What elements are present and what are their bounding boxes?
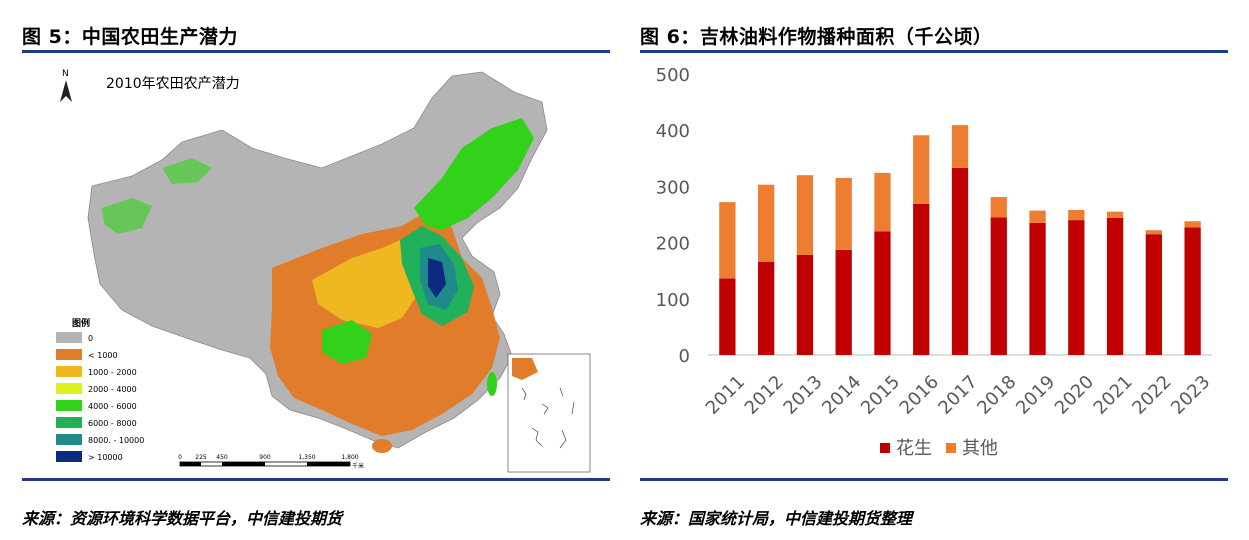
bottom-rule bbox=[640, 478, 1228, 481]
legend-swatch bbox=[56, 366, 82, 377]
x-tick-label: 2022 bbox=[1128, 371, 1175, 418]
china-map-figure: N 2010年农田农产潜力 图例 bbox=[22, 58, 610, 474]
scale-label: 1,800 bbox=[341, 454, 358, 461]
x-tick-label: 2018 bbox=[973, 371, 1020, 418]
figure-6-source: 来源：国家统计局，中信建投期货整理 bbox=[640, 509, 913, 528]
north-arrow-icon: N bbox=[60, 69, 72, 102]
scale-bar: 千米 0 225 450 900 1,350 1,800 bbox=[178, 454, 364, 470]
x-tick-label: 2015 bbox=[857, 371, 904, 418]
legend-swatch bbox=[56, 332, 82, 343]
bar-other-2019 bbox=[1029, 210, 1046, 223]
x-tick-label: 2014 bbox=[818, 371, 865, 418]
y-tick-label: 100 bbox=[656, 290, 690, 311]
x-tick-label: 2020 bbox=[1051, 371, 1098, 418]
bar-other-2017 bbox=[951, 125, 969, 168]
x-tick-label: 2016 bbox=[896, 371, 943, 418]
bottom-rule bbox=[22, 478, 610, 481]
scale-label: 0 bbox=[178, 454, 182, 461]
map-svg: N 2010年农田农产潜力 图例 bbox=[56, 69, 591, 473]
legend-label: 6000 - 8000 bbox=[88, 419, 137, 428]
legend-label: 4000 - 6000 bbox=[88, 402, 137, 411]
bar-chart-svg: 0 100 200 300 400 500 201120122013201420152016… bbox=[656, 65, 1215, 459]
legend-swatch bbox=[880, 443, 890, 453]
y-tick-label: 200 bbox=[656, 234, 690, 255]
figure-5-title: 图 5：中国农田生产潜力 bbox=[22, 26, 238, 48]
x-tick-label: 2019 bbox=[1012, 371, 1059, 418]
scale-label: 1,350 bbox=[298, 454, 315, 461]
figure-6-title: 图 6：吉林油料作物播种面积（千公顷） bbox=[640, 26, 993, 48]
legend-swatch bbox=[56, 400, 82, 411]
legend-swatch bbox=[56, 383, 82, 394]
chart-legend: 花生 其他 bbox=[880, 438, 998, 459]
legend-swatch bbox=[56, 349, 82, 360]
top-rule bbox=[640, 50, 1228, 53]
legend-label: 花生 bbox=[896, 438, 932, 459]
legend-label: < 1000 bbox=[88, 351, 118, 360]
bar-peanut-2016 bbox=[913, 203, 930, 355]
scale-label: 225 bbox=[195, 454, 207, 461]
legend-label: > 10000 bbox=[88, 453, 123, 462]
x-tick-label: 2017 bbox=[934, 371, 981, 418]
bar-other-2018 bbox=[990, 197, 1007, 218]
oilseed-area-chart: 0 100 200 300 400 500 2011 2012 2013 2014 2015 2016… bbox=[640, 58, 1228, 474]
bar-other-2022 bbox=[1145, 230, 1162, 235]
y-tick-label: 400 bbox=[656, 121, 690, 142]
south-china-sea-inset bbox=[507, 353, 591, 473]
bar-peanut-2014 bbox=[835, 249, 852, 355]
bar-peanut-2021 bbox=[1106, 217, 1124, 355]
china-map-shape bbox=[87, 71, 548, 453]
bar-other-2014 bbox=[835, 177, 852, 250]
legend-title: 图例 bbox=[72, 317, 90, 329]
legend-label: 其他 bbox=[962, 438, 998, 459]
top-rule bbox=[22, 50, 610, 53]
y-tick-label: 500 bbox=[656, 65, 690, 86]
bar-other-2021 bbox=[1106, 211, 1124, 218]
bar-peanut-2012 bbox=[758, 261, 775, 355]
legend-label: 0 bbox=[88, 334, 93, 343]
legend-swatch bbox=[56, 451, 82, 462]
x-tick-label: 2011 bbox=[702, 371, 749, 418]
legend-label: 2000 - 4000 bbox=[88, 385, 137, 394]
bar-peanut-2023 bbox=[1184, 227, 1201, 355]
x-tick-label: 2013 bbox=[779, 371, 826, 418]
bar-other-2012 bbox=[758, 184, 775, 262]
y-tick-label: 0 bbox=[679, 346, 690, 367]
bar-peanut-2018 bbox=[990, 217, 1007, 355]
bar-other-2011 bbox=[719, 202, 736, 279]
legend-label: 8000. - 10000 bbox=[88, 436, 144, 445]
x-tick-label: 2023 bbox=[1167, 371, 1214, 418]
north-label: N bbox=[62, 69, 69, 79]
legend-swatch bbox=[56, 417, 82, 428]
scale-unit: 千米 bbox=[352, 462, 364, 470]
scale-label: 450 bbox=[216, 454, 228, 461]
legend-label: 1000 - 2000 bbox=[88, 368, 137, 377]
bar-other-2016 bbox=[913, 135, 930, 204]
x-tick-label: 2021 bbox=[1090, 371, 1137, 418]
bar-other-2015 bbox=[874, 172, 891, 232]
y-tick-label: 300 bbox=[656, 177, 690, 198]
x-tick-label: 2012 bbox=[741, 371, 788, 418]
bar-peanut-2015 bbox=[874, 231, 891, 355]
legend-swatch bbox=[946, 443, 956, 453]
bar-peanut-2020 bbox=[1068, 220, 1085, 355]
scale-label: 900 bbox=[259, 454, 271, 461]
bar-peanut-2019 bbox=[1029, 222, 1046, 355]
bar-peanut-2011 bbox=[719, 278, 736, 355]
bar-other-2013 bbox=[796, 175, 814, 255]
bar-other-2023 bbox=[1184, 221, 1201, 228]
bar-peanut-2013 bbox=[796, 254, 814, 355]
figure-5-source: 来源：资源环境科学数据平台，中信建投期货 bbox=[22, 509, 343, 528]
bar-peanut-2017 bbox=[951, 167, 969, 355]
map-title: 2010年农田农产潜力 bbox=[106, 76, 240, 92]
legend-swatch bbox=[56, 434, 82, 445]
bar-other-2020 bbox=[1068, 210, 1085, 221]
map-legend: 图例 0 < 1000 1000 - 2000 2000 - 4000 4000 - 6… bbox=[56, 317, 144, 462]
bar-peanut-2022 bbox=[1145, 234, 1162, 355]
